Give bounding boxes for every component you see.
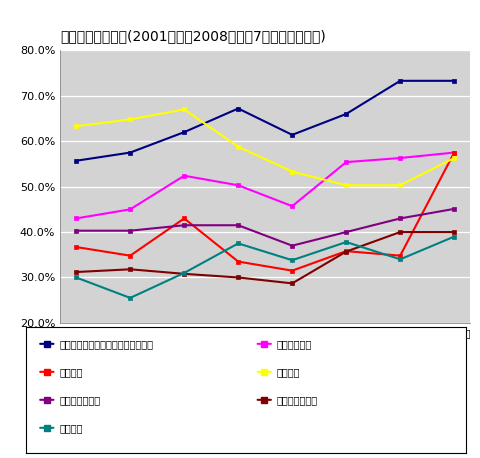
Text: 高齢社会対策: 高齢社会対策: [277, 339, 312, 349]
Text: 医療・年金などの社会保険構造改革: 医療・年金などの社会保険構造改革: [60, 339, 153, 349]
Text: 雇用・労働問題: 雇用・労働問題: [60, 395, 100, 405]
Text: 物価対策: 物価対策: [60, 367, 83, 377]
Text: 政府に対する要望(2001年～、2008年上位7位項目について): 政府に対する要望(2001年～、2008年上位7位項目について): [60, 29, 326, 44]
Text: 自然環境の保護: 自然環境の保護: [277, 395, 318, 405]
Text: 景気対策: 景気対策: [277, 367, 300, 377]
Text: 犯罪対策: 犯罪対策: [60, 423, 83, 433]
